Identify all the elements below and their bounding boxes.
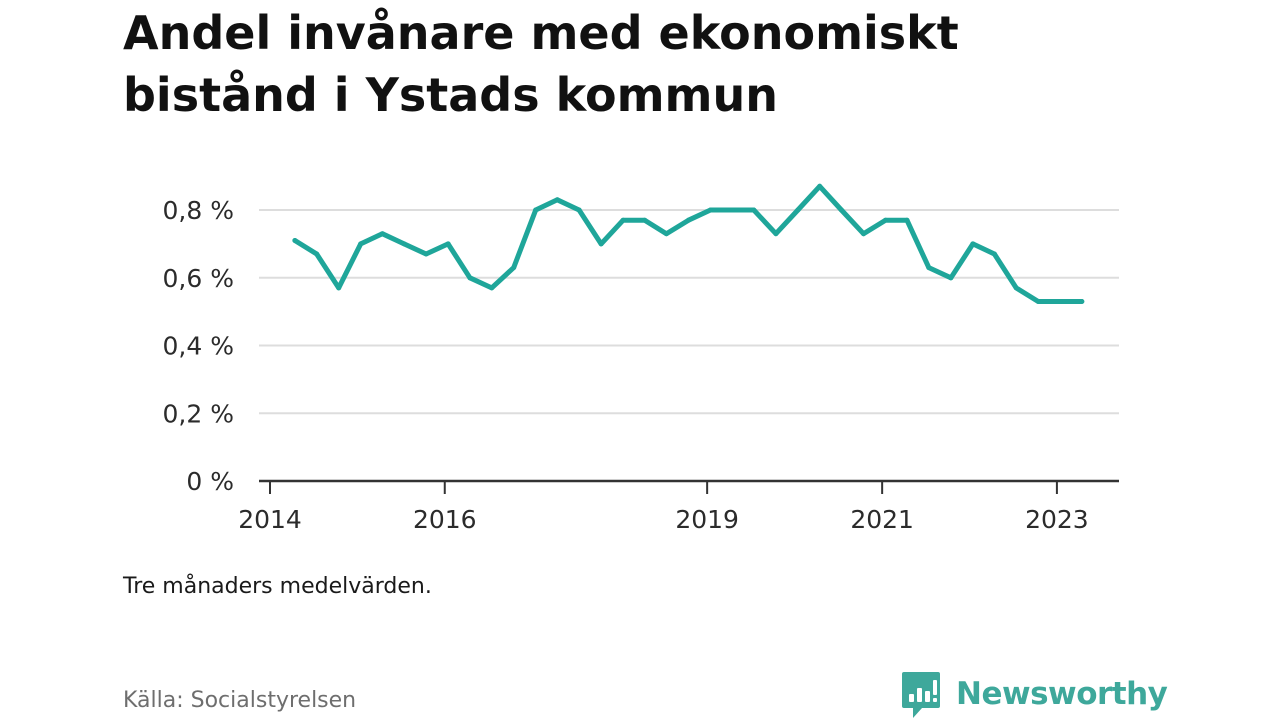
data-point [904, 217, 910, 223]
data-point [729, 207, 735, 213]
bar-chart-speech-bubble-icon [902, 672, 940, 718]
data-point [1013, 285, 1019, 291]
x-axis: 2014 2016 2019 2021 2023 [238, 479, 1119, 534]
data-point [620, 217, 626, 223]
y-tick-label: 0,8 % [163, 196, 234, 225]
data-point [861, 231, 866, 237]
data-point [926, 265, 932, 271]
x-tick-label: 2016 [413, 505, 477, 534]
series-line [292, 183, 1085, 304]
y-tick-label: 0,6 % [163, 264, 234, 293]
data-point [598, 241, 604, 247]
data-point [773, 231, 779, 237]
chart-title: Andel invånare med ekonomiskt bistånd i … [123, 6, 959, 122]
data-point [292, 238, 298, 243]
data-point [795, 207, 801, 213]
data-point [533, 207, 539, 213]
data-point [642, 217, 648, 223]
x-tick-label: 2023 [1025, 505, 1089, 534]
data-point [467, 275, 473, 281]
data-point [663, 231, 669, 237]
newsworthy-logo: Newsworthy [900, 668, 1168, 720]
data-point [1079, 299, 1085, 304]
data-point [751, 207, 757, 213]
y-tick-label: 0 % [186, 467, 234, 496]
data-point [991, 251, 997, 257]
x-tick-label: 2021 [850, 505, 914, 534]
x-tick-label: 2014 [238, 505, 302, 534]
data-point [970, 241, 976, 247]
data-point [1057, 299, 1063, 304]
data-point [489, 285, 495, 291]
data-point [336, 285, 342, 291]
series-layer [292, 183, 1085, 304]
data-point [838, 207, 844, 213]
data-point [445, 241, 451, 247]
gridlines [259, 209, 1119, 415]
y-tick-label: 0,4 % [163, 332, 234, 361]
data-point [423, 251, 429, 257]
brand-name: Newsworthy [956, 676, 1168, 712]
data-point [686, 217, 691, 223]
data-point [948, 275, 954, 281]
x-tick-label: 2019 [675, 505, 739, 534]
source-text: Källa: Socialstyrelsen [123, 688, 357, 713]
data-point [708, 207, 713, 213]
chart-note: Tre månaders medelvärden. [123, 574, 432, 599]
data-point [883, 217, 888, 223]
data-point [358, 241, 364, 247]
data-point [401, 241, 407, 247]
data-point [511, 265, 517, 271]
data-point [554, 197, 560, 203]
data-point [576, 207, 582, 213]
data-point [379, 231, 385, 237]
y-axis-ticks: 0 % 0,2 % 0,4 % 0,6 % 0,8 % [163, 196, 234, 496]
data-point [1035, 299, 1041, 304]
y-tick-label: 0,2 % [163, 399, 234, 428]
data-point [817, 183, 823, 189]
data-point [314, 251, 320, 257]
